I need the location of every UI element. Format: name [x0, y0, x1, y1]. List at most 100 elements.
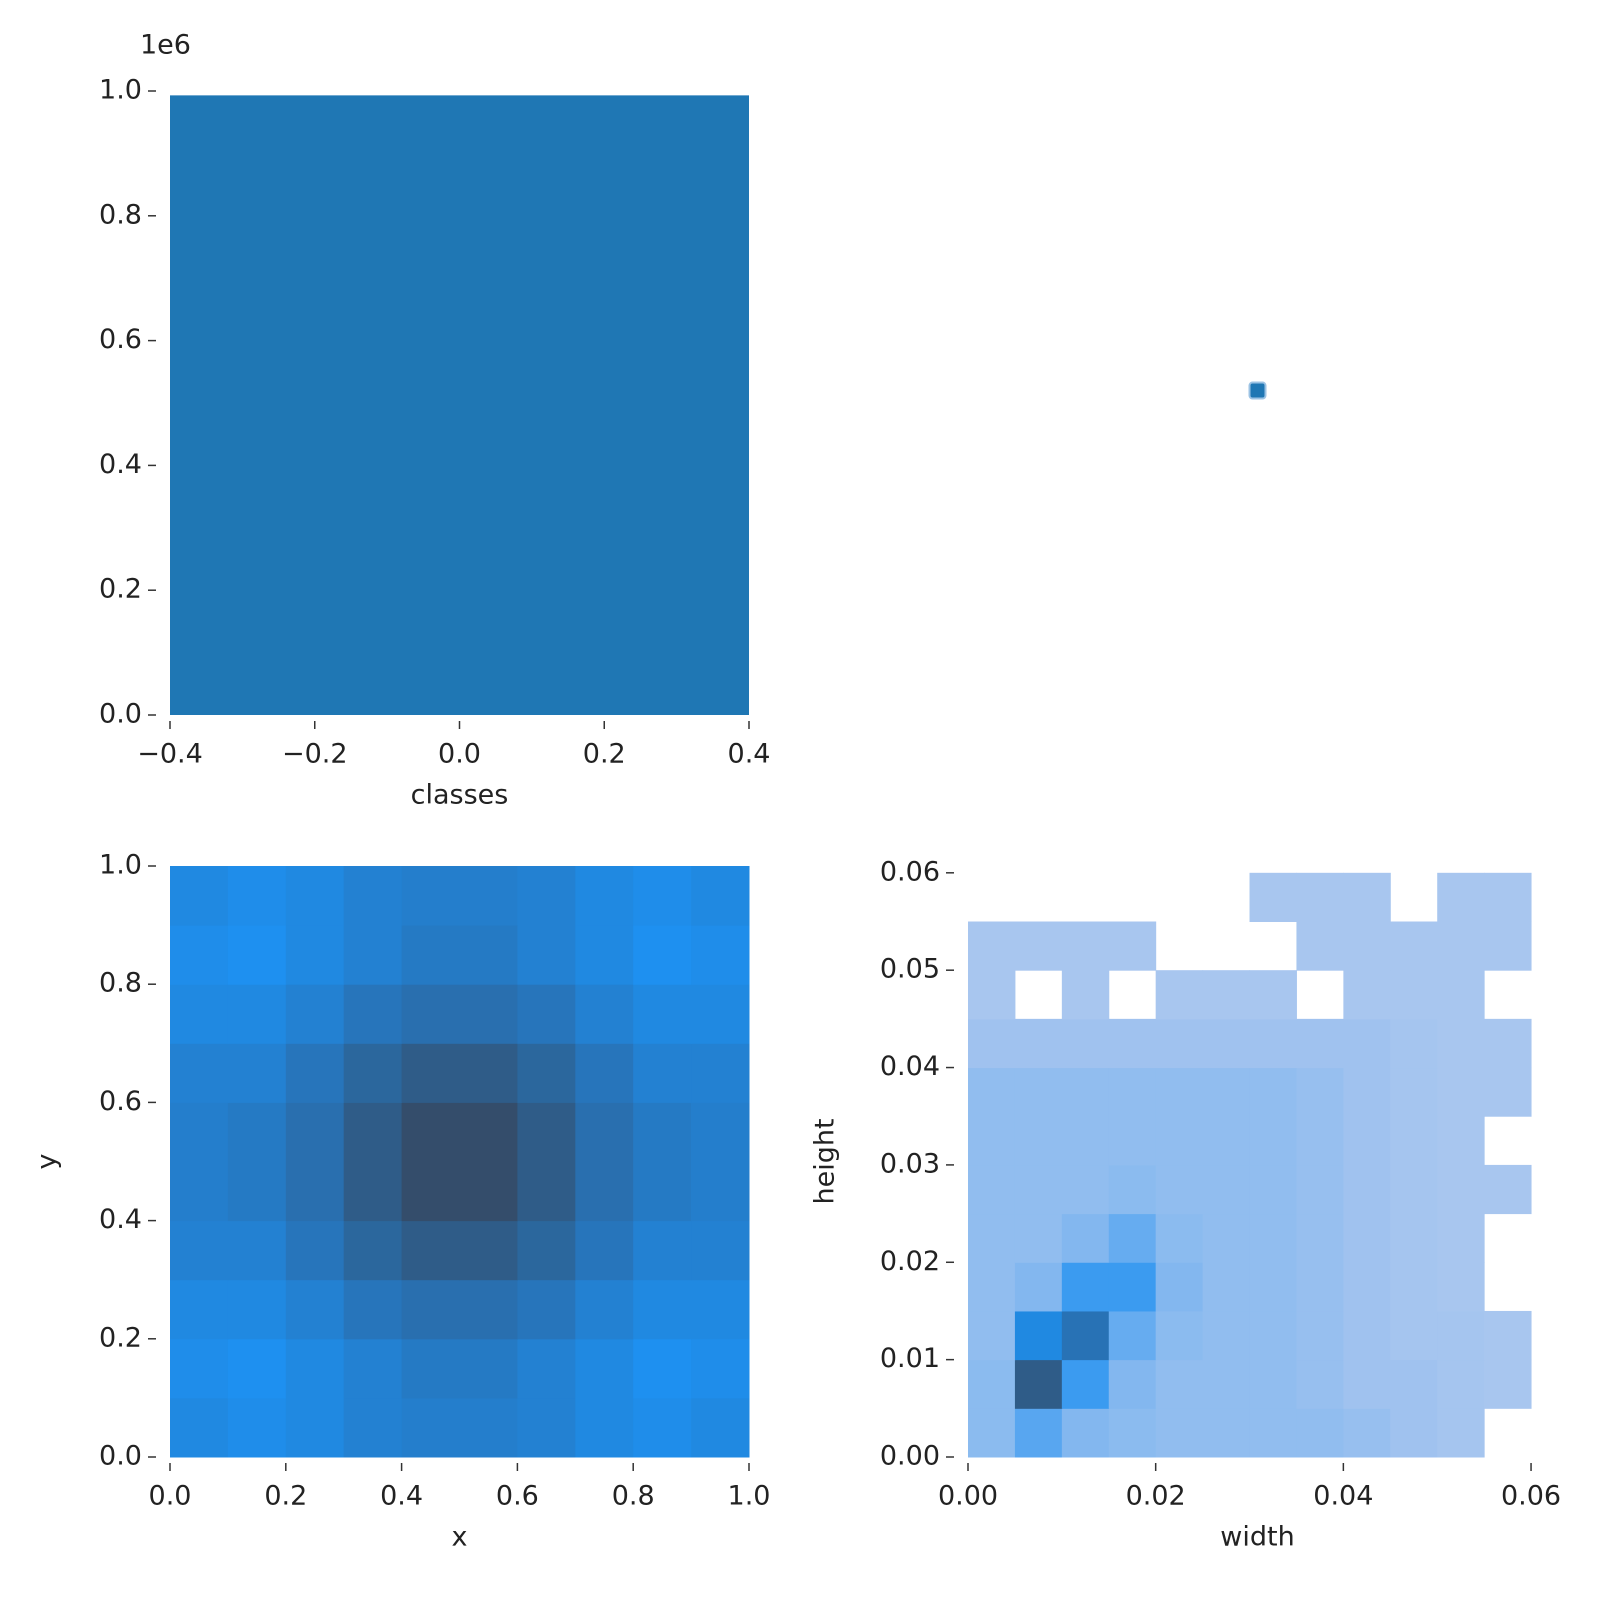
hist-cell — [1437, 1213, 1485, 1263]
hist-cell — [1249, 1213, 1297, 1263]
hist-cell — [1061, 921, 1110, 971]
hist-cell — [1484, 1067, 1532, 1117]
hist-cell — [968, 1310, 1016, 1361]
y-tick-label: 0.04 — [880, 1051, 940, 1082]
x-axis-label: width — [1220, 1522, 1294, 1553]
hist-cell — [285, 1043, 345, 1103]
x-axis-label: x — [452, 1522, 468, 1553]
hist-cell — [1202, 1408, 1251, 1458]
hist-cell — [1061, 1018, 1110, 1069]
hist-cell — [1343, 872, 1391, 922]
hist-cell — [459, 1220, 518, 1281]
hist-cell — [1390, 1213, 1438, 1263]
hist-cell — [633, 1043, 692, 1103]
hist-cell — [401, 1279, 460, 1340]
hist-cell — [459, 1338, 518, 1399]
hist-cell — [1390, 1067, 1438, 1117]
hist-cell — [1202, 1213, 1251, 1263]
hist-cell — [459, 866, 518, 926]
hist-cell — [170, 984, 229, 1044]
hist-cell — [691, 1338, 750, 1399]
x-tick-label: 0.04 — [1313, 1481, 1373, 1512]
hist-cell — [1202, 970, 1251, 1020]
hist-cell — [1061, 1213, 1110, 1263]
x-tick-label: 0.00 — [938, 1481, 998, 1512]
hist-cell — [1061, 1310, 1110, 1361]
hist-cell — [633, 866, 692, 926]
y-offset-label: 1e6 — [140, 30, 191, 61]
hist-cell — [1390, 1359, 1438, 1409]
y-axis-label: y — [32, 1153, 63, 1169]
hist-cell — [968, 1018, 1016, 1069]
hist-cell — [517, 1279, 576, 1340]
hist-cell — [1249, 1067, 1297, 1117]
hist-cell — [1249, 1116, 1297, 1166]
hist-cell — [1484, 1018, 1532, 1069]
hist-cell — [227, 925, 287, 985]
hist-cell — [459, 1397, 518, 1458]
hist-cell — [343, 1043, 403, 1103]
hist-cell — [1202, 1116, 1251, 1166]
hist-cell — [227, 1043, 287, 1103]
hist-cell — [1249, 1310, 1297, 1361]
hist-cell — [401, 1102, 460, 1162]
hist-cell — [1014, 1067, 1063, 1117]
hist-cell — [1014, 1359, 1063, 1409]
hist-cell — [968, 1164, 1016, 1215]
hist-cell — [1390, 1164, 1438, 1215]
y-tick-label: 1.0 — [99, 75, 142, 106]
x-tick-label: 0.0 — [438, 739, 481, 770]
x-axis-label: classes — [411, 780, 509, 811]
hist-cell — [633, 1102, 692, 1162]
hist-cell — [170, 1161, 229, 1222]
bar — [170, 95, 749, 716]
hist-cell — [343, 1397, 403, 1458]
x-tick-label: 0.6 — [496, 1481, 539, 1512]
hist-cell — [285, 1161, 345, 1222]
hist-cell — [517, 1102, 576, 1162]
hist-cell — [1390, 1262, 1438, 1312]
hist-cell — [1437, 970, 1485, 1020]
y-tick-label: 1.0 — [99, 850, 142, 881]
hist-cell — [1202, 1067, 1251, 1117]
hist-cell — [1249, 1164, 1297, 1215]
hist-cell — [691, 1161, 750, 1222]
y-tick-label: 0.02 — [880, 1246, 940, 1277]
hist-cell — [1484, 872, 1532, 922]
hist-cell — [575, 1279, 634, 1340]
hist-cell — [1390, 1116, 1438, 1166]
hist-cell — [1437, 1408, 1485, 1458]
hist-cell — [401, 866, 460, 926]
hist-cell — [1061, 970, 1110, 1020]
hist-cell — [227, 1338, 287, 1399]
hist-cell — [575, 866, 634, 926]
hist-cell — [1343, 1262, 1391, 1312]
hist-cell — [1296, 1408, 1344, 1458]
x-tick-label: 0.06 — [1501, 1481, 1561, 1512]
hist-cell — [1202, 1164, 1251, 1215]
x-tick-label: 0.4 — [728, 739, 771, 770]
hist-cell — [1108, 1310, 1157, 1361]
hist-cell — [1343, 970, 1391, 1020]
y-tick-label: 0.8 — [99, 199, 142, 230]
y-tick-label: 0.4 — [99, 1204, 142, 1235]
y-tick-label: 0.4 — [99, 449, 142, 480]
hist-cell — [1343, 1213, 1391, 1263]
hist-cell — [691, 984, 750, 1044]
hist-cell — [1014, 1408, 1063, 1458]
hist-cell — [1484, 1164, 1532, 1215]
hist-cell — [170, 1043, 229, 1103]
hist-cell — [968, 1116, 1016, 1166]
scatter-point — [1248, 381, 1267, 400]
hist-cell — [1296, 1067, 1344, 1117]
hist-cell — [285, 1220, 345, 1281]
y-tick-label: 0.8 — [99, 968, 142, 999]
hist-cell — [170, 925, 229, 985]
hist-cell — [1061, 1067, 1110, 1117]
y-tick-label: 0.2 — [99, 1322, 142, 1353]
hist-cell — [1108, 1164, 1157, 1215]
hist-cell — [1296, 1310, 1344, 1361]
hist-cell — [227, 1397, 287, 1458]
hist-cell — [1343, 1018, 1391, 1069]
